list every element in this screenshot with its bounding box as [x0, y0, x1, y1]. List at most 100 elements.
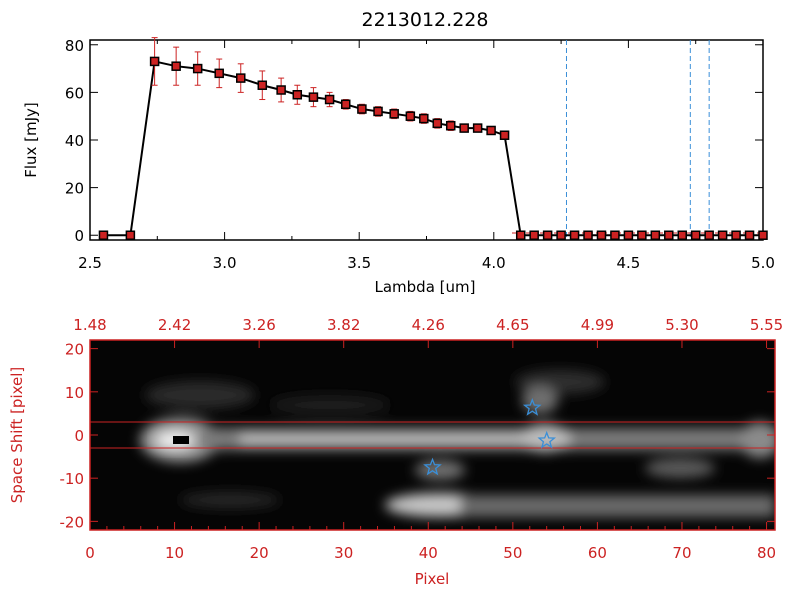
space-shift-tick-label: -20 [60, 513, 85, 531]
wavelength-tick-label: 2.42 [158, 316, 191, 334]
data-point [149, 56, 160, 67]
spectrum-plot: 2213012.228 2.5 3.0 3.5 4.0 4.5 5.0 0 20 40 60 80… [22, 9, 775, 296]
pixel-tick-label: 60 [588, 544, 607, 562]
x-tick-label: 2.5 [78, 254, 102, 272]
data-point [596, 230, 607, 240]
data-point [459, 123, 469, 133]
y-tick-label: 60 [65, 84, 84, 102]
data-point [236, 73, 246, 83]
extraction-aperture [90, 421, 775, 449]
space-shift-tick-label: 0 [74, 427, 84, 445]
data-point [650, 230, 661, 240]
data-point [308, 92, 319, 102]
data-point [472, 123, 483, 133]
y-tick-group: 0 20 40 60 80 [65, 37, 763, 245]
space-shift-tick-label: -10 [60, 470, 85, 488]
data-point [610, 230, 620, 240]
wavelength-tick-label: 3.26 [242, 316, 275, 334]
dashed-vline-group [565, 40, 710, 240]
data-point [214, 68, 224, 79]
series-line [103, 60, 763, 237]
space-shift-tick-label: 20 [65, 341, 84, 359]
data-point [98, 230, 109, 240]
x-tick-label: 3.0 [213, 254, 237, 272]
y-tick-label: 80 [65, 37, 84, 55]
pixel-tick-label: 40 [419, 544, 438, 562]
pixel-axis-label: Pixel [415, 570, 450, 588]
spectral-image [90, 340, 775, 530]
data-point [583, 230, 593, 240]
star-marker [537, 430, 557, 449]
data-point [758, 230, 768, 240]
data-point [542, 230, 553, 240]
pixel-tick-label: 50 [503, 544, 522, 562]
data-point [192, 63, 203, 74]
y-tick-label: 40 [65, 132, 84, 150]
x-axis-label: Lambda [um] [375, 278, 476, 296]
data-point [569, 230, 580, 240]
data-point [717, 230, 728, 240]
data-point [419, 113, 429, 124]
pixel-tick-label: 70 [672, 544, 691, 562]
data-point [515, 230, 526, 240]
pixel-tick-label: 20 [250, 544, 269, 562]
data-point [677, 230, 687, 240]
wavelength-tick-label: 4.99 [581, 316, 614, 334]
wavelength-tick-label: 4.26 [412, 316, 445, 334]
pixel-tick-label: 30 [334, 544, 353, 562]
pixel-tick-group: 0 10 20 30 40 50 60 70 80 [85, 522, 776, 562]
data-point [405, 111, 416, 121]
space-shift-tick-group: -20 -10 0 10 20 [60, 341, 775, 531]
data-point [744, 230, 755, 240]
flux-series [98, 37, 768, 240]
pixel-tick-label: 80 [757, 544, 776, 562]
spectral-image-plot: 0 10 20 30 40 50 60 70 80 1.48 2.42 3.26 3.82 4.26 4.… [8, 316, 783, 588]
x-tick-label: 5.0 [751, 254, 775, 272]
x-tick-group: 2.5 3.0 3.5 4.0 4.5 5.0 [78, 40, 775, 272]
data-point [623, 230, 634, 240]
wavelength-tick-label: 5.55 [750, 316, 783, 334]
chart-title: 2213012.228 [362, 9, 489, 31]
data-point [690, 230, 701, 240]
wavelength-tick-label: 5.30 [665, 316, 698, 334]
data-point [389, 109, 399, 119]
pixel-tick-label: 10 [165, 544, 184, 562]
x-tick-label: 4.0 [482, 254, 506, 272]
y-tick-label: 0 [74, 227, 84, 245]
wavelength-tick-label: 3.82 [327, 316, 360, 334]
star-marker [522, 397, 542, 416]
data-point [357, 104, 367, 114]
data-point [445, 120, 456, 131]
y-axis-label: Flux [mJy] [22, 102, 40, 178]
spectrum-plot-frame [89, 39, 764, 241]
pixel-tick-label: 0 [85, 544, 95, 562]
data-point [276, 85, 286, 95]
space-shift-axis-label: Space Shift [pixel] [8, 367, 26, 504]
data-point [664, 230, 674, 240]
data-point [432, 118, 443, 129]
data-point [340, 99, 351, 110]
wavelength-tick-label: 1.48 [73, 316, 106, 334]
data-point [171, 61, 181, 71]
saturated-pixel [173, 436, 189, 444]
wavelength-tick-group: 1.48 2.42 3.26 3.82 4.26 4.65 4.99 5.30 5.55 [73, 316, 783, 348]
wavelength-tick-label: 4.65 [496, 316, 529, 334]
x-tick-label: 3.5 [347, 254, 371, 272]
data-point [637, 230, 647, 240]
data-point [556, 230, 566, 240]
star-marker [423, 457, 442, 476]
data-point [704, 230, 714, 240]
data-point [125, 230, 136, 240]
space-shift-tick-label: 10 [65, 384, 84, 402]
data-point [373, 106, 383, 117]
data-point [292, 90, 303, 100]
data-point [529, 230, 539, 240]
star-markers [423, 397, 557, 476]
data-point [324, 94, 335, 105]
data-point [499, 130, 510, 140]
data-point [731, 230, 741, 240]
y-tick-label: 20 [65, 180, 84, 198]
data-point [486, 125, 496, 136]
x-tick-label: 4.5 [616, 254, 640, 272]
